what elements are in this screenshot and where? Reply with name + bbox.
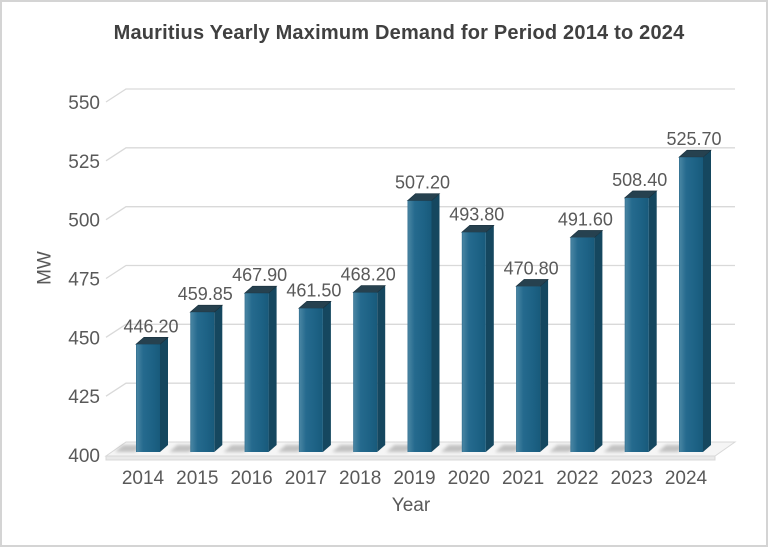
bar-front-face — [461, 232, 486, 452]
x-tick-label: 2021 — [502, 468, 544, 489]
bar-side-face — [703, 150, 711, 452]
y-tick-label: 550 — [68, 93, 100, 114]
y-tick-label: 525 — [68, 152, 100, 173]
bar-2020 — [461, 224, 495, 452]
bar-2014 — [135, 336, 169, 452]
x-axis-title: Year — [392, 495, 431, 516]
x-tick-label: 2014 — [122, 468, 165, 489]
bar-2019 — [406, 193, 441, 453]
data-label: 467.90 — [232, 265, 287, 285]
y-axis-title: MW — [35, 251, 56, 285]
y-tick-label: 475 — [68, 270, 100, 291]
bar-side-face — [648, 190, 657, 452]
bar-2016 — [243, 285, 278, 452]
bar-2023 — [623, 190, 658, 452]
y-tick-label: 425 — [68, 387, 100, 408]
bar-front-face — [570, 237, 595, 452]
bar-side-face — [485, 225, 494, 452]
y-tick-label: 400 — [68, 446, 100, 467]
bar-front-face — [353, 292, 378, 452]
bar-2022 — [569, 230, 604, 452]
y-tick-labels: 400 425 450 475 500 525 550 — [68, 93, 100, 467]
bar-front-face — [624, 197, 649, 452]
data-label: 446.20 — [123, 316, 178, 336]
floor-front-edge — [105, 455, 716, 461]
bar-side-face — [377, 285, 386, 452]
gridline — [105, 147, 735, 162]
data-label: 508.40 — [612, 170, 667, 190]
bar-front-face — [244, 293, 269, 452]
bar-side-face — [322, 301, 331, 452]
bar-2018 — [352, 285, 386, 452]
x-tick-label: 2016 — [230, 468, 272, 489]
data-label: 491.60 — [558, 209, 613, 229]
bar-2015 — [189, 304, 224, 452]
x-tick-label: 2019 — [393, 468, 435, 489]
gridline — [105, 88, 735, 103]
y-tick-label: 450 — [68, 328, 100, 349]
bar-side-face — [594, 230, 603, 452]
x-tick-label: 2023 — [611, 468, 653, 489]
bar-side-face — [160, 337, 168, 452]
bar-side-face — [214, 305, 223, 452]
bar-side-face — [431, 193, 440, 453]
bar-2021 — [515, 279, 549, 452]
x-tick-label: 2022 — [556, 468, 598, 489]
y-tick-label: 500 — [68, 211, 100, 232]
bar-front-face — [407, 200, 432, 452]
data-label: 470.80 — [504, 258, 559, 278]
gridline — [105, 206, 735, 221]
chart-title: Mauritius Yearly Maximum Demand for Peri… — [113, 22, 685, 44]
data-label: 459.85 — [178, 284, 233, 304]
bar-side-face — [268, 286, 277, 452]
x-tick-label: 2020 — [448, 468, 490, 489]
data-label: 525.70 — [666, 129, 721, 149]
data-label: 468.20 — [341, 265, 396, 285]
x-tick-label: 2015 — [176, 468, 218, 489]
bar-front-face — [190, 312, 215, 452]
bar-2024 — [678, 149, 712, 452]
bar-front-face — [516, 286, 541, 452]
bars — [135, 149, 712, 453]
bar-front-face — [679, 157, 703, 452]
data-label: 461.50 — [286, 280, 341, 300]
data-label: 493.80 — [449, 204, 504, 224]
bar-side-face — [540, 279, 549, 452]
bar-2017 — [298, 300, 332, 452]
x-tick-label: 2024 — [665, 468, 708, 489]
x-tick-label: 2018 — [339, 468, 381, 489]
data-label: 507.20 — [395, 173, 450, 193]
bar-front-face — [298, 308, 323, 452]
x-tick-label: 2017 — [285, 468, 327, 489]
gridline — [105, 264, 735, 280]
bar-front-face — [136, 344, 160, 452]
x-tick-labels: 2014 2015 2016 2017 2018 2019 2020 2021 2022 2023… — [122, 468, 708, 489]
